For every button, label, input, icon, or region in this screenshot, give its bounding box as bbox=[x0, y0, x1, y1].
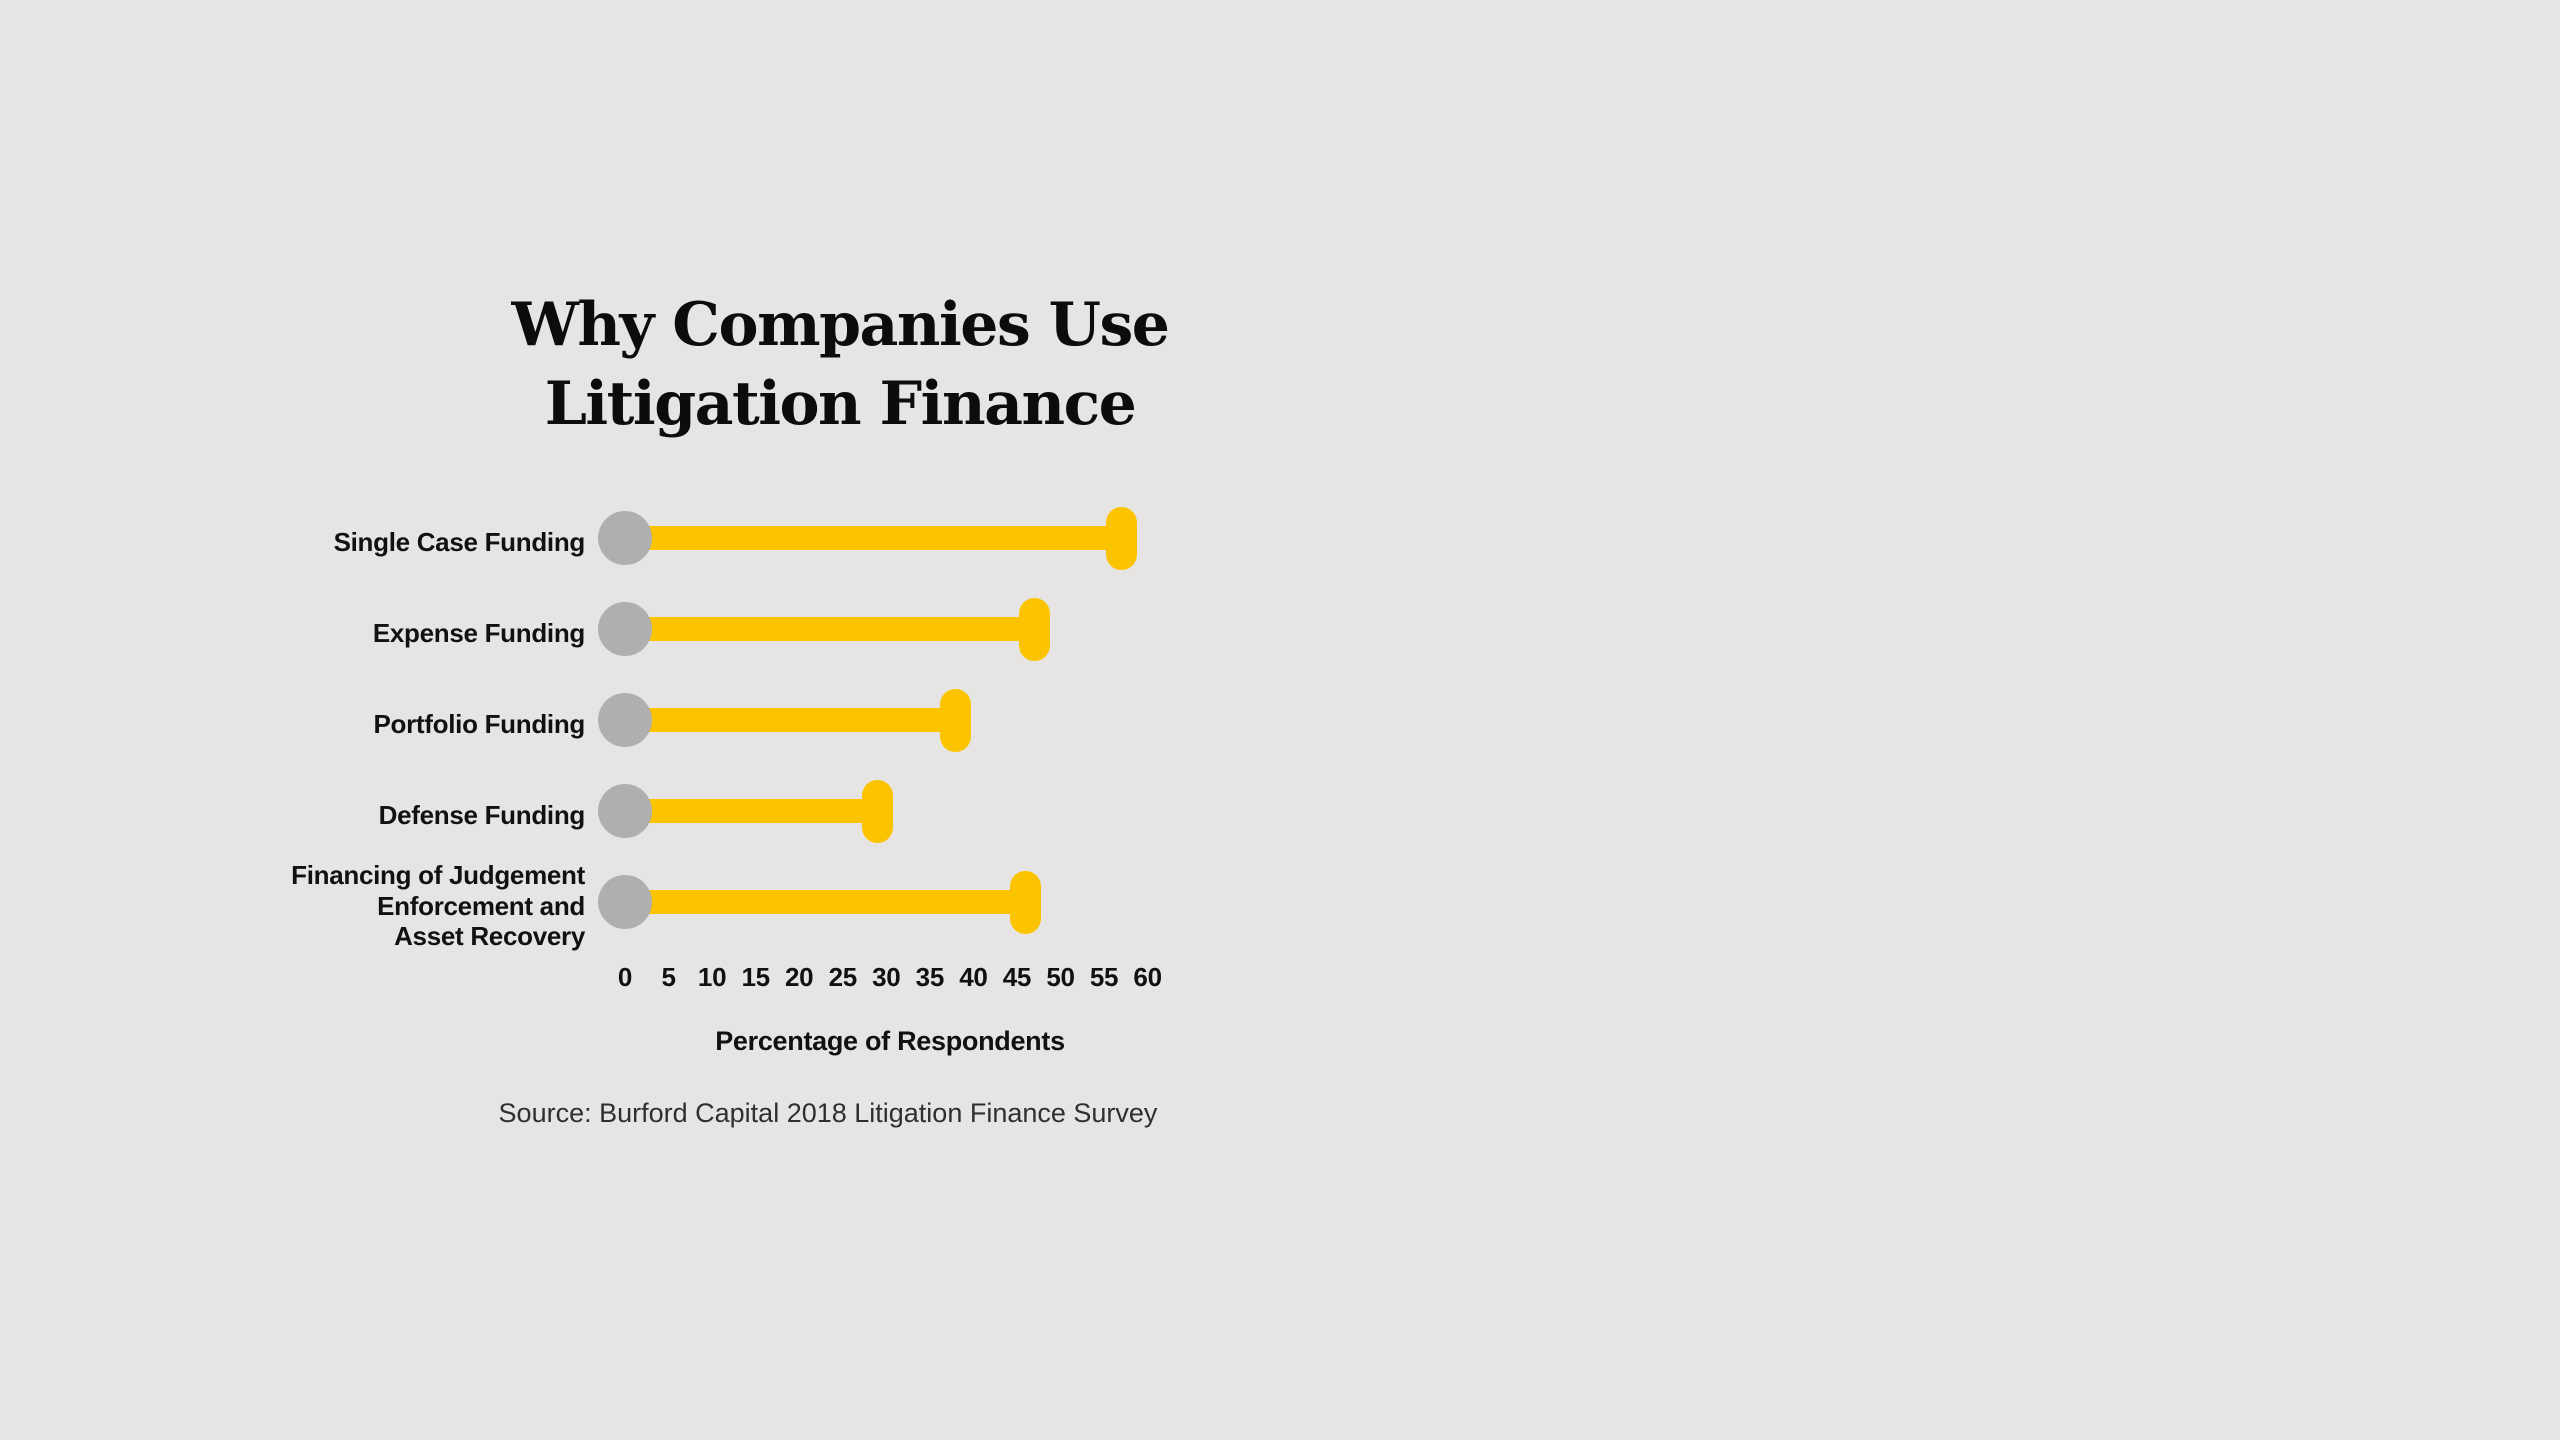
category-label: Expense Funding bbox=[372, 617, 585, 648]
source-caption: Source: Burford Capital 2018 Litigation … bbox=[498, 1098, 1158, 1128]
bar bbox=[625, 890, 1026, 914]
x-tick-label: 5 bbox=[661, 962, 676, 992]
baseline-dot bbox=[598, 511, 652, 565]
baseline-dot bbox=[598, 784, 652, 838]
bar bbox=[625, 799, 878, 823]
chart-title: Why Companies Use Litigation Finance bbox=[511, 290, 1170, 440]
bar-end-cap bbox=[862, 779, 894, 843]
bar bbox=[625, 708, 956, 732]
bar bbox=[625, 526, 1122, 550]
bar-end-cap bbox=[940, 688, 972, 752]
bar-end-cap bbox=[1018, 597, 1050, 661]
x-tick-label: 45 bbox=[1002, 962, 1032, 992]
x-tick-label: 55 bbox=[1089, 962, 1119, 992]
x-tick-label: 0 bbox=[617, 962, 633, 992]
x-tick-label: 60 bbox=[1133, 962, 1162, 992]
x-tick-label: 20 bbox=[785, 962, 814, 992]
bar-end-cap bbox=[1105, 506, 1137, 570]
x-tick-label: 15 bbox=[741, 962, 770, 992]
x-tick-label: 35 bbox=[915, 962, 945, 992]
x-tick-label: 50 bbox=[1046, 962, 1075, 992]
x-axis-title: Percentage of Respondents bbox=[715, 1026, 1065, 1056]
x-tick-label: 10 bbox=[697, 962, 727, 992]
baseline-dot bbox=[598, 602, 652, 656]
category-label: Single Case Funding bbox=[333, 526, 586, 557]
baseline-dot bbox=[598, 693, 652, 747]
category-label: Defense Funding bbox=[378, 799, 586, 830]
x-tick-label: 40 bbox=[959, 962, 988, 992]
bar-end-cap bbox=[1010, 870, 1042, 934]
baseline-dot bbox=[598, 875, 652, 929]
x-tick-label: 25 bbox=[828, 962, 858, 992]
category-label: Financing of Judgement Enforcement and A… bbox=[291, 859, 585, 952]
category-label: Portfolio Funding bbox=[373, 708, 585, 739]
x-tick-label: 30 bbox=[872, 962, 901, 992]
bar bbox=[625, 617, 1035, 641]
